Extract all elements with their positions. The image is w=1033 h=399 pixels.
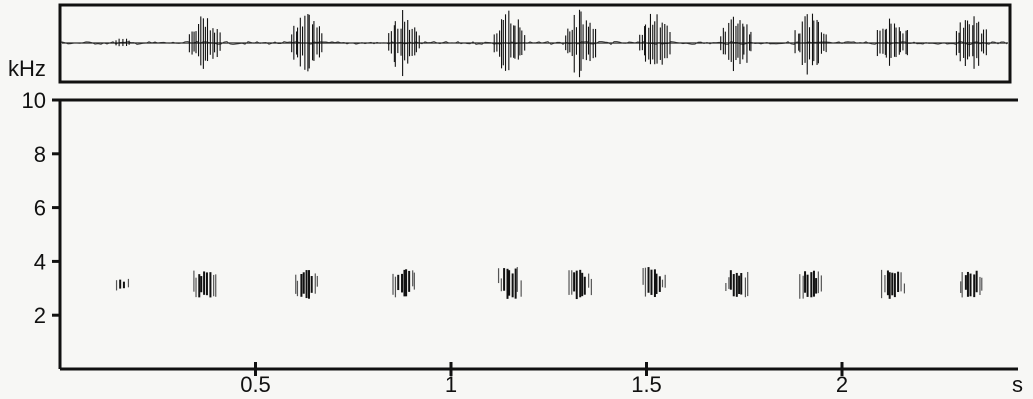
oscillogram-pulses	[61, 9, 1008, 78]
syllable-mark	[115, 278, 130, 291]
oscillogram-pulse	[639, 13, 671, 65]
syllable-mark	[725, 270, 749, 298]
y-axis-ticks: 2 4 6 8 10	[22, 88, 60, 328]
syllable-mark	[295, 270, 318, 299]
oscillogram-pulse	[720, 16, 752, 72]
y-tick-label: 2	[34, 303, 46, 328]
y-tick-label: 4	[34, 249, 46, 274]
y-axis-label: kHz	[8, 56, 46, 81]
oscillogram-pulse	[388, 10, 420, 77]
syllable-mark	[568, 269, 592, 300]
spectrogram-syllables	[115, 267, 983, 300]
x-tick-label: 1.5	[631, 372, 662, 397]
syllable-mark	[880, 269, 906, 299]
syllable-mark	[799, 270, 822, 299]
oscillogram-pulse	[794, 13, 827, 75]
oscillogram-pulse	[493, 10, 526, 71]
oscillogram-pulse	[291, 13, 323, 72]
syllable-mark	[193, 270, 217, 298]
y-tick-label: 8	[34, 142, 46, 167]
oscillogram-pulse	[876, 18, 908, 66]
x-axis-ticks: 0.5 1 1.5 2	[240, 362, 848, 397]
syllable-mark	[960, 270, 983, 298]
x-tick-label: 1	[445, 372, 457, 397]
x-axis-label: s	[1012, 372, 1023, 397]
oscillogram-pulse	[565, 9, 597, 78]
syllable-mark	[642, 267, 666, 298]
oscillogram-pulse	[188, 16, 221, 69]
syllable-mark	[392, 269, 415, 298]
x-tick-label: 2	[836, 372, 848, 397]
oscillogram-pulse	[115, 38, 130, 47]
x-tick-label: 0.5	[240, 372, 271, 397]
y-tick-label: 6	[34, 196, 46, 221]
oscillogram-pulse	[955, 16, 987, 69]
syllable-mark	[497, 267, 522, 299]
y-tick-label: 10	[22, 88, 46, 113]
